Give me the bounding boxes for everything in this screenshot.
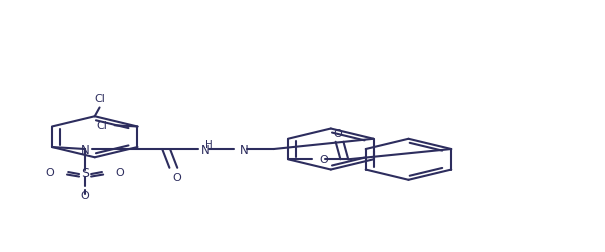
Text: O: O — [172, 172, 181, 182]
Text: O: O — [80, 190, 90, 200]
Text: N: N — [240, 143, 249, 156]
Text: H: H — [205, 139, 213, 149]
Text: O: O — [333, 128, 342, 138]
Text: O: O — [116, 167, 125, 177]
Text: Cl: Cl — [96, 121, 107, 131]
Text: Cl: Cl — [95, 93, 106, 104]
Text: N: N — [201, 143, 209, 156]
Text: O: O — [46, 167, 54, 177]
Text: N: N — [80, 143, 90, 156]
Text: S: S — [81, 167, 89, 180]
Text: O: O — [319, 155, 328, 165]
